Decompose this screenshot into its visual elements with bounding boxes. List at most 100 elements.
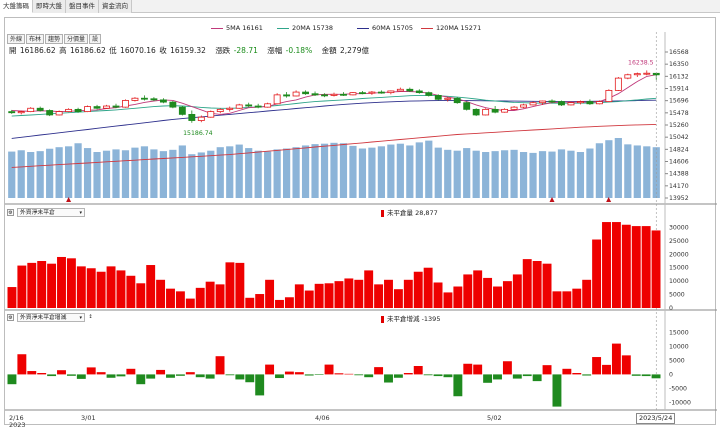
oi-bar xyxy=(572,288,582,308)
panel2-gear-icon[interactable]: ⚙ xyxy=(7,209,14,216)
panel3-gear-icon[interactable]: ⚙ xyxy=(7,314,14,321)
volume-bar xyxy=(387,144,395,198)
oi-bar xyxy=(47,263,57,308)
price-tick-label: 15478 xyxy=(669,110,689,117)
crosshair-date: 2023/5/24 xyxy=(636,413,676,424)
oi-bar xyxy=(27,262,37,308)
price-tick-label: 15260 xyxy=(669,122,689,129)
oi-bar xyxy=(106,266,116,308)
oi-bar xyxy=(413,271,423,308)
volume-bar xyxy=(614,138,622,198)
oi-bar xyxy=(443,292,453,308)
oi-bar xyxy=(146,265,156,308)
tab-market-chips[interactable]: 大盤籌碼 xyxy=(0,0,33,13)
volume-bar xyxy=(27,152,35,198)
candle-body xyxy=(368,91,376,94)
oi-bar xyxy=(334,281,344,308)
oi-change-bar xyxy=(166,374,175,378)
ohlc-readout: 開 16186.62 高 16186.62 低 16070.16 收 16159… xyxy=(9,45,370,56)
volume-bar xyxy=(548,151,556,198)
candle-body xyxy=(415,90,423,94)
volume-bar xyxy=(169,149,177,198)
event-marker-icon xyxy=(549,197,555,202)
oi-bar xyxy=(126,275,136,308)
oi-change-bar xyxy=(185,372,195,375)
volume-bar xyxy=(567,150,575,198)
oi-bar xyxy=(374,284,384,308)
oi-bar xyxy=(611,222,621,308)
oi-bar xyxy=(175,291,185,308)
volume-bar xyxy=(65,146,73,198)
candle-body xyxy=(197,116,205,121)
tool-tab-outline[interactable]: 外線 xyxy=(7,34,26,44)
candle-body xyxy=(273,94,281,105)
oi-bar xyxy=(602,222,611,308)
candle-body xyxy=(491,108,499,113)
candle-body xyxy=(131,97,139,101)
low-value: 16070.16 xyxy=(120,46,156,55)
panel3-pin-icon[interactable]: ↕ xyxy=(88,314,93,320)
volume-bar xyxy=(358,148,367,198)
candle-body xyxy=(65,108,73,113)
volume-bar xyxy=(519,152,528,198)
candle-body xyxy=(235,104,243,109)
ma120-label: 120MA 15271 xyxy=(436,24,482,32)
open-label: 開 xyxy=(9,46,17,55)
oi-bar xyxy=(116,270,126,308)
candle-body xyxy=(122,100,129,108)
volume-bar xyxy=(46,148,54,198)
oi-change-bar xyxy=(195,374,205,378)
tab-market-events[interactable]: 盤目事件 xyxy=(66,0,99,13)
oi-change-bar xyxy=(374,367,384,375)
candle-body xyxy=(377,91,385,94)
volume-bar xyxy=(463,148,471,198)
candle-body xyxy=(93,106,101,109)
oi-change-bar xyxy=(552,374,562,407)
oi-bar xyxy=(136,283,146,308)
candle-body xyxy=(159,99,167,103)
price-tick-label: 15042 xyxy=(669,134,689,141)
tool-tab-bollinger[interactable]: 布林 xyxy=(26,34,45,44)
volume-bar xyxy=(633,145,641,198)
oi-change-bar xyxy=(354,374,364,376)
tool-tab-price-volume[interactable]: 分價量 xyxy=(64,34,89,44)
tool-tab-trend[interactable]: 趨勢 xyxy=(45,34,64,44)
tab-fund-flow[interactable]: 資金流向 xyxy=(99,0,132,13)
chart-canvas[interactable]: 16568 16350 16132 15914 15696 15478 15260 15042… xyxy=(5,18,717,426)
oi-change-bar xyxy=(384,374,393,383)
panel2-indicator-select[interactable]: 外資淨未平倉 ▾ xyxy=(17,208,85,217)
candle-body xyxy=(633,73,641,76)
oi-change-bar xyxy=(255,374,265,396)
candle-body xyxy=(46,110,54,116)
volume-bar xyxy=(510,149,518,198)
panel3-chevron-down-icon: ▾ xyxy=(79,315,82,321)
candle-body xyxy=(207,111,215,118)
oi-change-bar xyxy=(245,374,255,383)
oi-change-bar xyxy=(602,364,611,375)
oi-bar xyxy=(423,267,433,308)
ma60-label: 60MA 15705 xyxy=(372,24,414,32)
oi-bar xyxy=(294,284,304,308)
volume-bar xyxy=(339,143,348,198)
tab-realtime-market[interactable]: 即時大盤 xyxy=(33,0,66,13)
date-label-1: 3/01 xyxy=(81,414,96,422)
panel3-indicator-select[interactable]: 外資淨未平倉增減 ▾ xyxy=(17,313,85,322)
date-label-2: 4/06 xyxy=(315,414,330,422)
oi-change-bar xyxy=(393,374,403,378)
pct-value: -0.18% xyxy=(285,46,313,55)
oi-change-bar xyxy=(126,368,136,375)
candle-body xyxy=(112,105,120,108)
low-label: 低 xyxy=(109,46,117,55)
candle-body xyxy=(283,94,291,97)
oi-bar xyxy=(354,279,364,308)
oi-change-bar xyxy=(225,374,235,376)
oi-bar xyxy=(641,226,651,308)
volume-bar xyxy=(444,149,452,198)
tool-tab-settings[interactable]: 設 xyxy=(89,34,102,44)
volume-bar xyxy=(245,148,253,198)
volume-bar xyxy=(529,152,537,198)
oi-change-bar xyxy=(453,374,463,397)
oi-change-bar xyxy=(156,369,166,375)
oi-change-bar xyxy=(522,374,532,377)
candle-body xyxy=(605,89,613,102)
